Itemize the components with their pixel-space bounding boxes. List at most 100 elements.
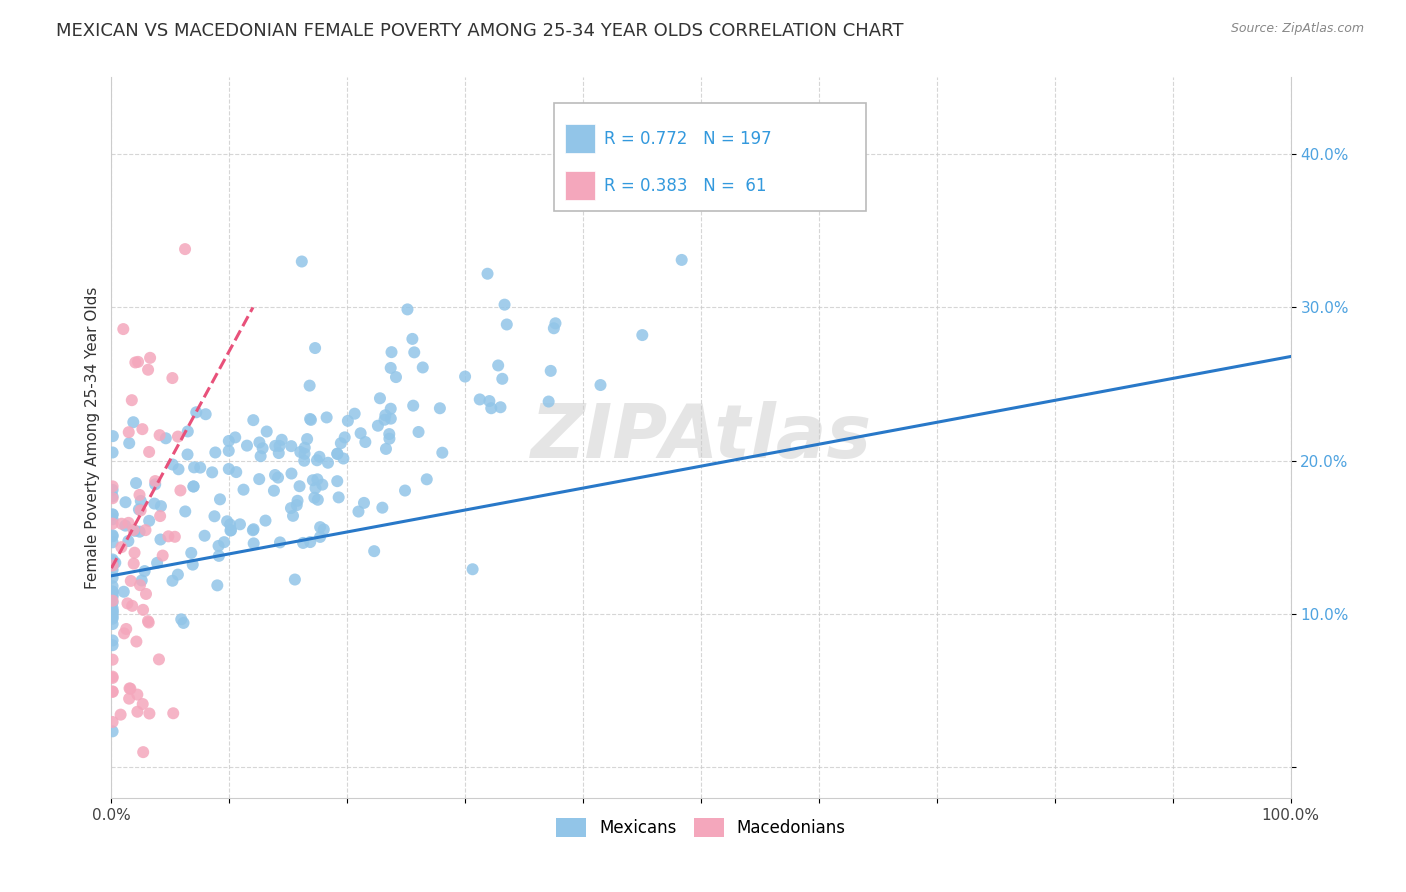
Point [212,535,235,549]
Point [101,552,124,566]
Point [207,578,229,592]
Point [136,363,159,377]
Point [454,369,477,384]
Point [494,298,516,312]
Point [269,439,291,453]
Point [371,500,394,515]
Point [110,516,132,531]
FancyBboxPatch shape [554,103,866,211]
Point [247,435,270,450]
Point [401,332,423,346]
Point [128,502,150,516]
Point [101,483,124,497]
Point [404,345,426,359]
Point [110,540,132,554]
Point [315,410,337,425]
Point [671,252,693,267]
Point [125,634,148,648]
Point [468,392,491,407]
Point [380,345,402,359]
Point [149,499,172,513]
Point [114,495,136,509]
Point [256,425,278,439]
Point [149,509,172,524]
Point [311,477,333,491]
Point [101,671,124,685]
Point [540,364,562,378]
Point [242,536,264,550]
Point [479,401,502,416]
Point [380,360,402,375]
Text: R = 0.772   N = 197: R = 0.772 N = 197 [605,129,772,148]
Point [149,428,172,442]
Point [232,483,254,497]
Point [129,494,152,508]
Point [132,603,155,617]
Point [304,341,326,355]
Point [127,355,149,369]
Point [280,501,302,516]
Point [101,684,124,698]
Point [375,442,398,456]
Point [162,371,184,385]
Point [292,536,315,550]
Point [309,520,332,534]
Point [101,595,124,609]
Point [217,514,239,528]
Point [181,558,204,572]
Point [316,456,339,470]
Point [218,434,240,448]
Point [183,460,205,475]
Point [285,498,308,512]
Point [354,435,377,450]
Point [307,492,329,507]
Point [101,604,124,618]
Point [101,508,124,522]
Point [101,491,124,506]
Point [101,584,124,599]
Point [537,394,560,409]
Point [294,447,316,461]
Point [120,681,142,696]
Point [478,394,501,409]
Point [129,503,152,517]
Point [101,479,124,493]
Point [589,378,612,392]
Point [412,360,434,375]
Point [129,578,152,592]
Point [292,454,315,468]
Point [143,474,166,488]
Point [333,430,356,444]
Point [112,584,135,599]
Point [176,448,198,462]
Point [121,599,143,613]
Point [167,567,190,582]
Point [336,414,359,428]
Point [368,391,391,405]
Point [112,626,135,640]
Point [125,476,148,491]
Point [117,596,139,610]
Point [162,706,184,721]
Point [247,472,270,486]
Point [122,557,145,571]
Point [329,436,352,450]
Point [326,447,349,461]
Point [363,544,385,558]
Point [309,530,332,544]
Point [207,539,229,553]
Point [326,447,349,461]
Point [219,523,242,537]
Text: R = 0.383   N =  61: R = 0.383 N = 61 [605,177,766,194]
Point [374,413,396,427]
Point [269,535,291,549]
Point [101,429,124,443]
Point [299,413,322,427]
Point [101,670,124,684]
Point [101,528,124,542]
Point [124,355,146,369]
Text: ZIPAtlas: ZIPAtlas [530,401,872,475]
Point [631,328,654,343]
Point [128,524,150,539]
Point [128,488,150,502]
